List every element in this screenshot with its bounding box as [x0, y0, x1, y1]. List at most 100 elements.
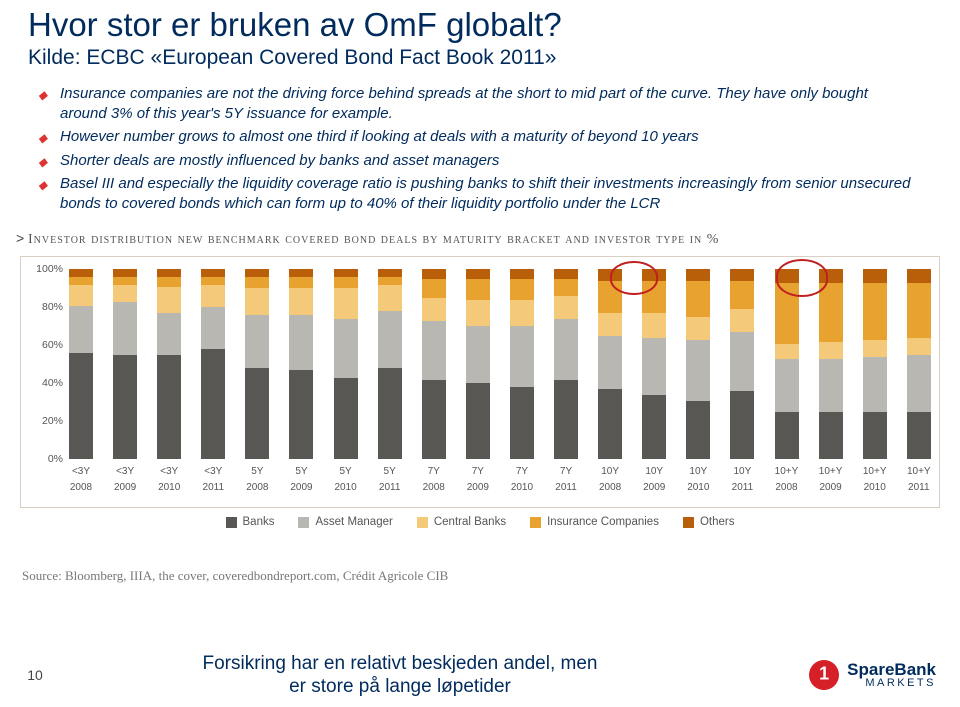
chart-bar-segment	[686, 401, 710, 460]
footer-text: Forsikring har en relativt beskjeden and…	[70, 652, 730, 700]
chart-bar-segment	[157, 277, 181, 287]
chart-bar	[69, 269, 93, 459]
legend-item: Banks	[226, 516, 275, 528]
chart-xlabel: 2009	[289, 482, 313, 493]
chart-xlabel: 10+Y	[907, 466, 931, 477]
chart-bar-segment	[422, 321, 446, 380]
chart-bar-segment	[289, 288, 313, 315]
chart-bar-segment	[466, 269, 490, 279]
chart-bar-segment	[466, 300, 490, 327]
chart-bar-segment	[245, 368, 269, 459]
chart-source: Source: Bloomberg, IIIA, the cover, cove…	[22, 568, 960, 584]
brand-sub: MARKETS	[847, 678, 936, 689]
chart-plot: 0%20%40%60%80%100%	[69, 269, 931, 459]
chart-bar-segment	[554, 380, 578, 460]
chart-xlabel: 10+Y	[775, 466, 799, 477]
legend-swatch	[417, 517, 428, 528]
chart-bar-segment	[289, 315, 313, 370]
chart-bar-segment	[113, 302, 137, 355]
chart-bar-segment	[201, 285, 225, 308]
chart-xlabel: 2010	[686, 482, 710, 493]
chart-bar-segment	[245, 288, 269, 315]
page-subtitle: Kilde: ECBC «European Covered Bond Fact …	[28, 46, 932, 70]
chart-bar-segment	[334, 319, 358, 378]
chart-xlabel: 10Y	[598, 466, 622, 477]
chart-bar-segment	[863, 340, 887, 357]
chart-xlabel: 2009	[642, 482, 666, 493]
chart-bar-segment	[113, 269, 137, 277]
chart-bar-segment	[201, 349, 225, 459]
chart-bar-segment	[775, 283, 799, 344]
chart-bar-segment	[422, 279, 446, 298]
chart-bar-segment	[686, 269, 710, 280]
bullet-item: ◆Basel III and especially the liquidity …	[60, 174, 914, 215]
chart-bar-segment	[775, 412, 799, 460]
chart-bar-segment	[775, 344, 799, 359]
chart-xlabel: 5Y	[245, 466, 269, 477]
chart-bar-segment	[642, 269, 666, 280]
chart-bar	[378, 269, 402, 459]
chart-bar-segment	[69, 285, 93, 306]
chart-bar-segment	[598, 313, 622, 336]
chart-bar-segment	[510, 326, 534, 387]
chart-bar	[819, 269, 843, 459]
chart-bar-segment	[378, 277, 402, 285]
brand-text: SpareBank MARKETS	[847, 661, 936, 689]
chart-xlabel: 2011	[378, 482, 402, 493]
chart-xlabel: 5Y	[378, 466, 402, 477]
chart-bar-segment	[819, 412, 843, 460]
chart-bar-segment	[907, 269, 931, 282]
chart-legend: BanksAsset ManagerCentral BanksInsurance…	[20, 516, 940, 528]
chart-bar	[686, 269, 710, 459]
chart-xlabel: 2010	[157, 482, 181, 493]
bullet-marker-icon: ◆	[38, 87, 47, 103]
chart-xlabel: 2010	[863, 482, 887, 493]
chart-ytick: 40%	[27, 377, 63, 389]
bullet-item: ◆Shorter deals are mostly influenced by …	[60, 151, 914, 171]
chart-bar-segment	[554, 269, 578, 279]
chart-bar	[466, 269, 490, 459]
bullet-marker-icon: ◆	[38, 154, 47, 170]
chart-xlabel: 2009	[466, 482, 490, 493]
chart-container: > Investor distribution new benchmark co…	[20, 232, 940, 554]
chart-bar-segment	[334, 378, 358, 460]
chart-bar-segment	[686, 340, 710, 401]
brand: SpareBank MARKETS	[730, 660, 960, 690]
chart-xlabel: 2010	[334, 482, 358, 493]
page-number: 10	[0, 667, 70, 683]
chart-bar-segment	[157, 355, 181, 460]
legend-item: Central Banks	[417, 516, 506, 528]
chart-xlabel: 2011	[554, 482, 578, 493]
legend-label: Others	[700, 516, 735, 528]
chart-bar-segment	[466, 279, 490, 300]
chart-bar-segment	[863, 269, 887, 282]
chart-bar	[775, 269, 799, 459]
chart-bar	[422, 269, 446, 459]
bullet-item: ◆However number grows to almost one thir…	[60, 127, 914, 147]
footer-line1: Forsikring har en relativt beskjeden and…	[203, 653, 598, 674]
chart-xlabel: 2008	[598, 482, 622, 493]
chart-bar-segment	[157, 269, 181, 277]
chart-xlabel: <3Y	[113, 466, 137, 477]
footer: 10 Forsikring har en relativt beskjeden …	[0, 652, 960, 700]
chart-bar-segment	[686, 281, 710, 317]
chart-bar-segment	[201, 277, 225, 285]
legend-swatch	[530, 517, 541, 528]
chart-bar-segment	[863, 357, 887, 412]
chart-bar-segment	[775, 359, 799, 412]
chart-xlabel: 7Y	[554, 466, 578, 477]
chart-bar-segment	[598, 389, 622, 459]
chart-bar-segment	[730, 391, 754, 459]
chart-bar-segment	[113, 277, 137, 285]
chart-bar	[598, 269, 622, 459]
chart-bar-segment	[642, 313, 666, 338]
legend-item: Asset Manager	[298, 516, 392, 528]
chart-xlabel: 10+Y	[863, 466, 887, 477]
chart-bar-segment	[422, 298, 446, 321]
chart-bar	[863, 269, 887, 459]
chart-bar-segment	[334, 269, 358, 277]
chart-bar	[289, 269, 313, 459]
chart-xlabel: 2011	[201, 482, 225, 493]
chart-xlabels-maturity: <3Y<3Y<3Y<3Y5Y5Y5Y5Y7Y7Y7Y7Y10Y10Y10Y10Y…	[69, 466, 931, 477]
chart-bar-segment	[730, 269, 754, 280]
